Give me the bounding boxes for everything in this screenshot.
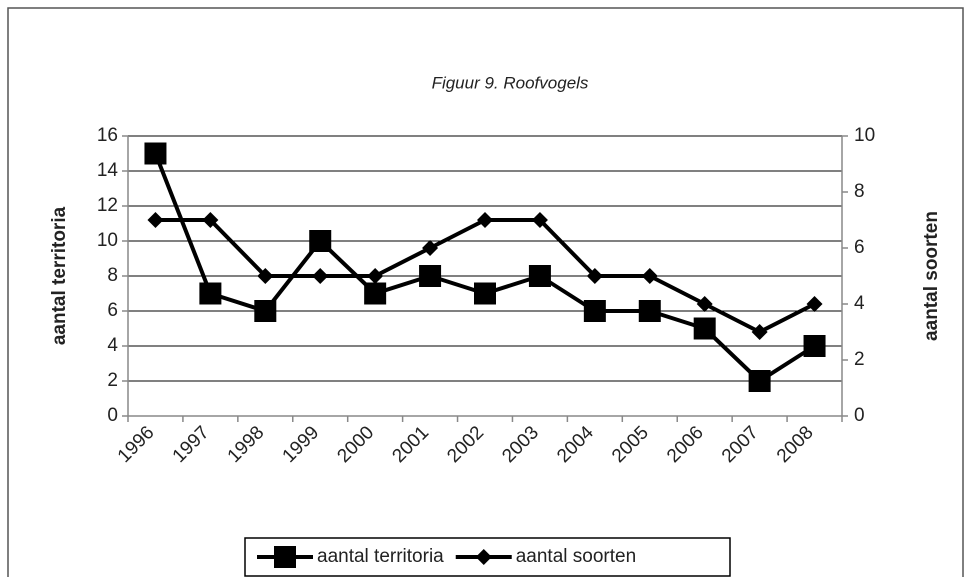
- data-point: [144, 142, 167, 165]
- y2-tick-label: 6: [854, 237, 865, 258]
- data-point: [309, 230, 332, 252]
- y2-axis-title: aantal soorten: [921, 211, 942, 341]
- data-point: [806, 296, 823, 312]
- data-point: [696, 296, 713, 312]
- data-point: [638, 300, 661, 322]
- y-tick-label: 2: [107, 370, 118, 391]
- data-point: [748, 370, 771, 392]
- y-tick-label: 12: [97, 195, 118, 216]
- data-point: [586, 268, 603, 284]
- data-point: [147, 212, 164, 228]
- data-point: [199, 282, 222, 305]
- legend-marker: [475, 549, 492, 565]
- data-point: [419, 265, 442, 287]
- data-point: [477, 212, 493, 228]
- data-point: [474, 282, 496, 305]
- chart-title: Figuur 9. Roofvogels: [432, 73, 589, 92]
- data-point: [751, 324, 768, 340]
- y-tick-label: 0: [107, 405, 118, 426]
- y-tick-label: 14: [97, 160, 119, 181]
- data-point: [202, 212, 219, 228]
- data-point: [693, 317, 716, 340]
- data-point: [641, 268, 658, 284]
- legend-label: aantal soorten: [516, 546, 636, 567]
- y2-tick-label: 4: [854, 293, 865, 314]
- data-point: [531, 212, 548, 228]
- data-point: [367, 268, 384, 284]
- y-axis-title: aantal territoria: [49, 206, 70, 345]
- data-point: [528, 265, 551, 287]
- y2-tick-label: 8: [854, 181, 865, 202]
- data-point: [422, 240, 439, 256]
- y-tick-label: 8: [107, 265, 118, 286]
- legend-label: aantal territoria: [317, 546, 444, 567]
- data-point: [364, 282, 387, 305]
- data-point: [312, 268, 329, 284]
- y2-tick-label: 0: [854, 405, 865, 426]
- data-point: [257, 268, 274, 284]
- y2-tick-label: 10: [854, 125, 875, 146]
- y-tick-label: 4: [107, 335, 118, 356]
- y-tick-label: 10: [97, 230, 118, 251]
- data-point: [803, 335, 826, 357]
- y-tick-label: 16: [97, 125, 118, 146]
- y-tick-label: 6: [107, 300, 118, 321]
- data-point: [254, 300, 277, 322]
- legend-marker: [274, 546, 296, 568]
- data-point: [583, 300, 606, 322]
- y2-tick-label: 2: [854, 349, 865, 370]
